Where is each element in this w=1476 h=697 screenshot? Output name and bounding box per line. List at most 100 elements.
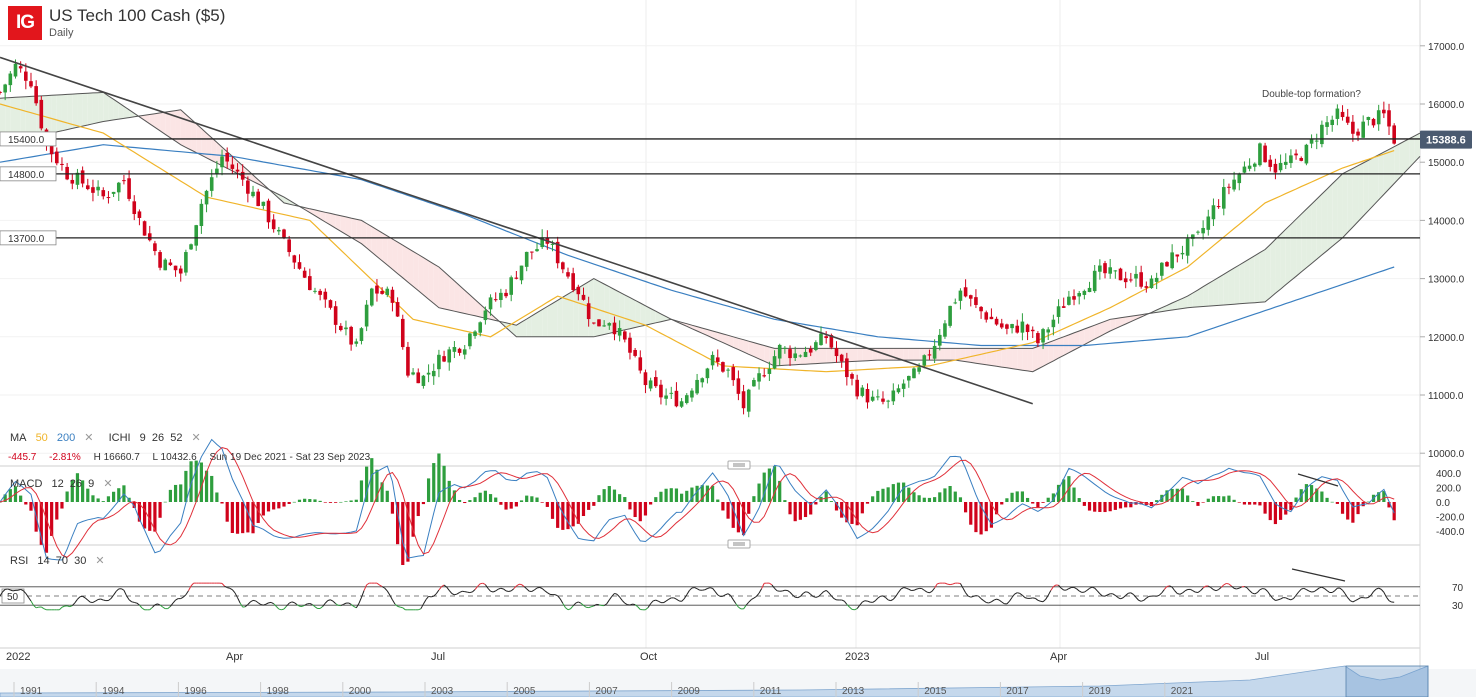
macd-histogram-bar <box>747 502 751 514</box>
rsi-segment <box>1094 587 1098 592</box>
rsi-label[interactable]: RSI <box>10 555 29 567</box>
candle-down <box>256 191 260 207</box>
navigator-year: 2017 <box>1006 686 1029 697</box>
candle-down <box>1118 268 1123 281</box>
close-ma-icon[interactable]: ✕ <box>84 432 94 444</box>
close-ichi-icon[interactable]: ✕ <box>191 432 201 444</box>
cloud-segment <box>965 348 971 363</box>
cloud-segment <box>15 97 21 142</box>
navigator-year: 2005 <box>513 686 536 697</box>
macd-histogram-bar <box>618 494 622 502</box>
rsi-segment <box>400 606 403 609</box>
candle-up <box>1087 287 1092 293</box>
rsi-segment <box>1045 595 1049 600</box>
rsi-segment <box>1228 583 1232 587</box>
macd-label[interactable]: MACD <box>10 478 43 490</box>
rsi-segment <box>872 600 876 603</box>
rsi-segment <box>1295 591 1300 596</box>
macd-histogram-bar <box>499 502 503 505</box>
candle-up <box>209 177 214 191</box>
rsi-segment <box>841 599 845 602</box>
cloud-segment <box>547 303 553 337</box>
rsi-segment <box>1226 582 1230 585</box>
timeframe-label[interactable]: Daily <box>49 27 74 39</box>
macd-histogram-bar <box>504 502 508 510</box>
rsi-segment <box>1319 586 1323 589</box>
candle-down <box>999 323 1004 328</box>
rsi-segment <box>448 590 453 594</box>
cloud-segment <box>1285 224 1291 285</box>
rsi-segment <box>709 587 713 589</box>
rsi-segment <box>59 606 63 611</box>
candle-down <box>297 262 302 269</box>
close-macd-icon[interactable]: ✕ <box>103 478 113 490</box>
rsi-segment <box>121 588 125 591</box>
macd-histogram-bar <box>943 488 947 502</box>
macd-panel <box>0 438 1396 565</box>
price-axis-label: 10000.0 <box>1428 449 1465 460</box>
candle-down <box>1175 254 1180 257</box>
macd-histogram-bar <box>643 502 648 516</box>
cloud-segment <box>655 311 661 323</box>
rsi-segment <box>849 606 853 610</box>
rsi-segment <box>296 604 300 607</box>
candle-up <box>1108 267 1112 274</box>
macd-histogram-bar <box>411 502 415 537</box>
rsi-segment <box>397 605 401 608</box>
candle-up <box>1098 265 1102 272</box>
close-rsi-icon[interactable]: ✕ <box>95 555 105 567</box>
rsi-segment <box>1264 588 1269 592</box>
cloud-segment <box>1244 258 1250 304</box>
rsi-legend: RSI 14 70 30 ✕ <box>10 554 111 567</box>
rsi-segment <box>862 600 866 603</box>
cloud-segment <box>913 348 920 361</box>
rsi-divergence-line <box>1291 568 1346 582</box>
cloud-segment <box>418 254 424 295</box>
macd-histogram-bar <box>39 502 43 545</box>
rsi-segment <box>1370 591 1374 596</box>
candle-up <box>1283 161 1288 165</box>
rsi-segment <box>1042 599 1046 603</box>
navigator[interactable]: 1991 1994 1996 1998 2000 2003 2005 2007 2009 2011… <box>0 665 1476 697</box>
rsi-segment <box>565 607 569 611</box>
rsi-segment <box>61 605 65 608</box>
rsi-segment <box>717 594 721 597</box>
macd-histogram-bar <box>633 502 637 518</box>
rsi-segment <box>431 595 434 598</box>
candle-down <box>302 270 307 278</box>
candle-down <box>328 300 333 308</box>
rsi-segment <box>381 586 385 589</box>
rsi-segment <box>12 589 16 592</box>
macd-histogram-bar <box>741 502 746 536</box>
rsi-segment <box>278 608 282 611</box>
macd-histogram-bar <box>654 497 658 502</box>
candle-down <box>153 243 157 252</box>
cloud-segment <box>1006 348 1013 369</box>
candle-down <box>1036 333 1040 344</box>
cloud-segment <box>1120 317 1126 327</box>
candle-up <box>937 334 942 346</box>
cloud-segment <box>345 216 352 238</box>
rsi-segment <box>82 595 86 599</box>
rsi-segment <box>425 596 429 600</box>
cloud-segment <box>1022 348 1028 371</box>
macd-histogram-bar <box>1113 502 1117 510</box>
rsi-segment <box>900 587 904 590</box>
cloud-segment <box>1197 286 1204 307</box>
rsi-segment <box>467 591 470 594</box>
candle-up <box>793 353 797 358</box>
candle-up <box>1232 179 1236 190</box>
cloud-segment <box>1048 340 1054 364</box>
rsi-segment <box>988 601 992 604</box>
ma-label[interactable]: MA <box>10 432 27 444</box>
macd-histogram-bar <box>473 497 477 502</box>
rsi-segment <box>185 590 189 596</box>
ichi-label[interactable]: ICHI <box>108 432 131 444</box>
rsi-segment <box>379 584 383 588</box>
candle-down <box>566 272 570 277</box>
candle-down <box>1216 206 1221 208</box>
rsi-segment <box>1239 586 1243 589</box>
rsi-segment <box>929 590 933 594</box>
rsi-segment <box>149 607 153 611</box>
